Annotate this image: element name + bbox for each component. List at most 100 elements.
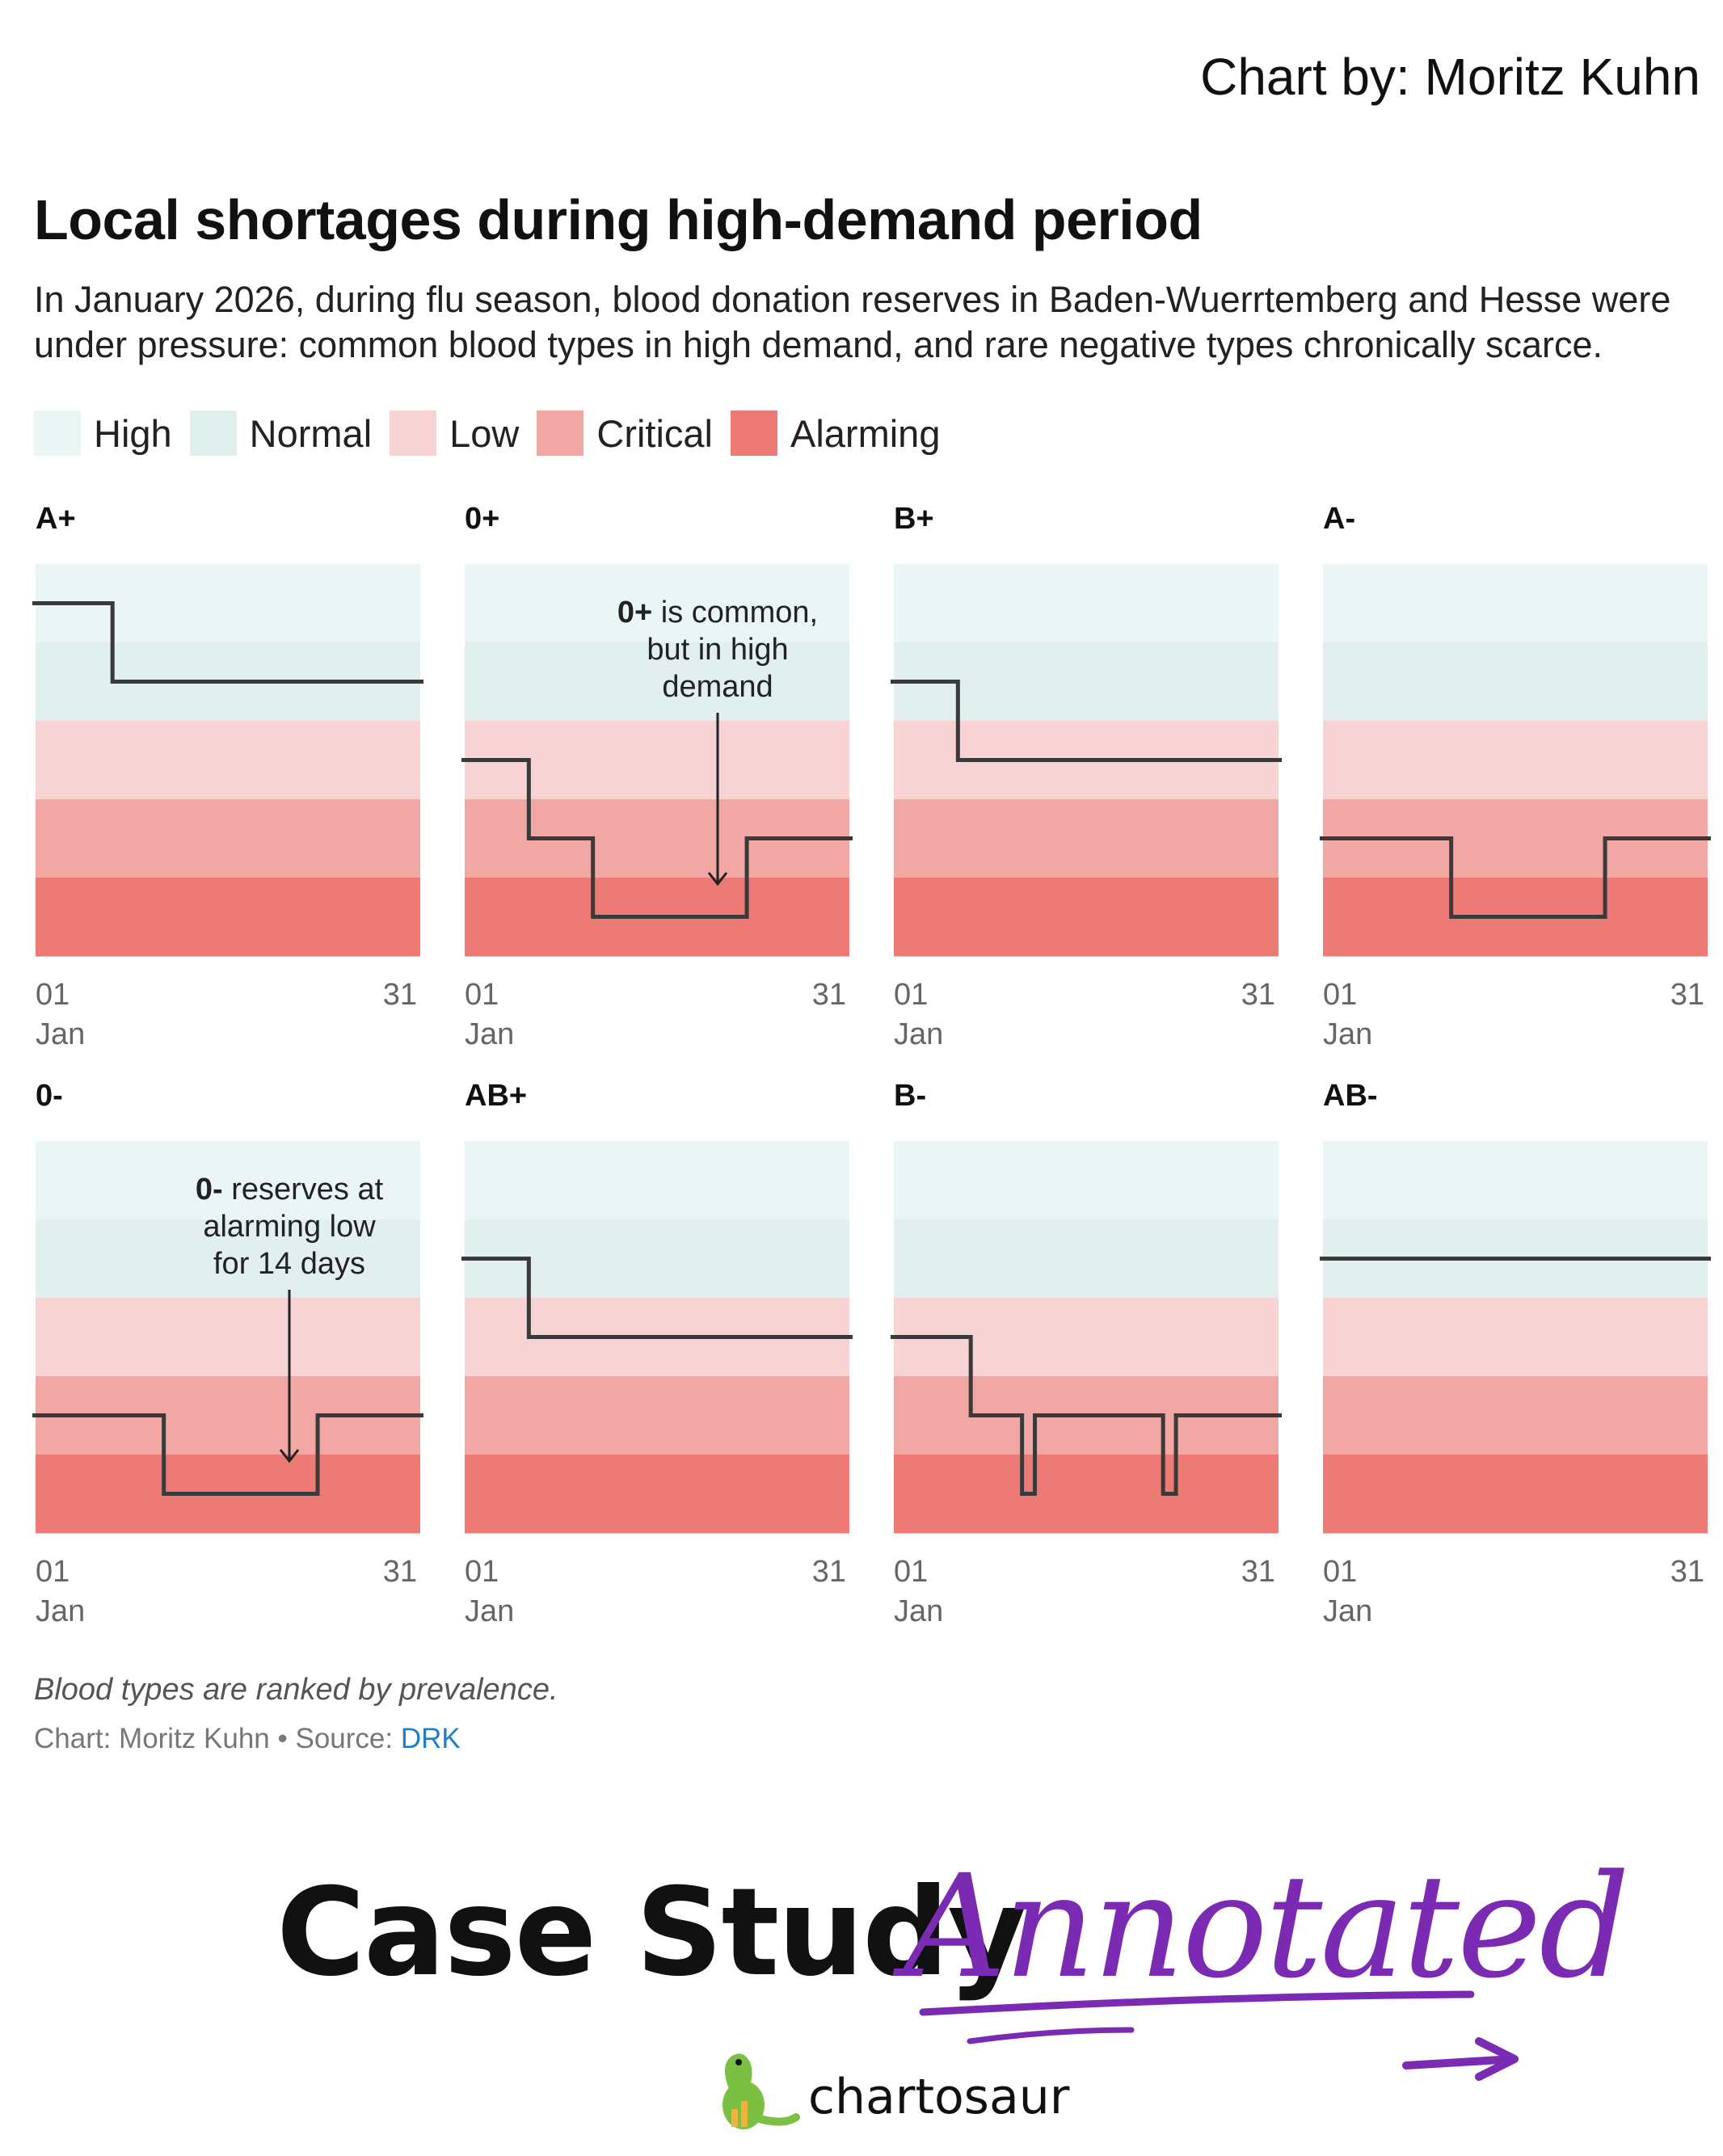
annotation-text: demand bbox=[662, 670, 773, 704]
annotation-rest: is common, bbox=[661, 596, 818, 630]
legend-swatch bbox=[390, 411, 437, 456]
level-band-high bbox=[894, 564, 1279, 643]
level-band-normal bbox=[894, 1219, 1279, 1299]
legend-swatch bbox=[731, 411, 777, 456]
level-band-alarming bbox=[894, 1455, 1279, 1534]
source-link[interactable]: DRK bbox=[400, 1723, 461, 1754]
x-tick-end: 31 bbox=[1670, 1555, 1704, 1589]
x-tick-start: 01 bbox=[894, 978, 928, 1012]
annotation-arrow-head-icon bbox=[279, 1449, 300, 1463]
legend: High Normal Low Critical Alarming bbox=[34, 411, 958, 456]
legend-item-normal: Normal bbox=[189, 411, 373, 456]
level-band-critical bbox=[465, 1376, 849, 1455]
legend-label: Normal bbox=[249, 411, 373, 455]
level-band-low bbox=[36, 721, 420, 800]
reserve-step-line bbox=[32, 601, 423, 684]
annotation-text: 0+ is common, bbox=[617, 596, 818, 630]
x-tick-start: 01 bbox=[465, 978, 499, 1012]
legend-swatch bbox=[189, 411, 237, 456]
panel-title: A+ bbox=[36, 502, 76, 536]
level-band-critical bbox=[36, 799, 420, 878]
subtitle: In January 2026, during flu season, bloo… bbox=[34, 279, 1671, 365]
level-band-normal bbox=[36, 1219, 420, 1299]
level-band-high bbox=[1323, 1141, 1708, 1220]
level-band-alarming bbox=[894, 878, 1279, 957]
level-band-alarming bbox=[465, 1455, 849, 1534]
legend-item-high: High bbox=[34, 411, 172, 456]
legend-swatch bbox=[537, 411, 584, 456]
annotation-text: 0- reserves at bbox=[196, 1173, 384, 1206]
annotation-bold: 0+ bbox=[617, 596, 661, 630]
x-tick-end: 31 bbox=[1241, 1555, 1275, 1589]
panel-title: 0+ bbox=[465, 502, 499, 536]
legend-label: Critical bbox=[596, 411, 713, 455]
reserve-step-line bbox=[891, 680, 1282, 762]
x-tick-start: 01 bbox=[1323, 978, 1357, 1012]
reserve-step-line bbox=[1320, 836, 1711, 919]
footnote: Blood types are ranked by prevalence. bbox=[34, 1673, 558, 1707]
annotation-rest: reserves at bbox=[231, 1173, 383, 1206]
legend-item-alarming: Alarming bbox=[731, 411, 940, 456]
reserve-step-line bbox=[891, 1335, 1282, 1496]
panel-title: AB- bbox=[1323, 1079, 1378, 1113]
x-tick-start-sublabel: Jan bbox=[465, 1594, 514, 1628]
level-band-low bbox=[1323, 721, 1708, 800]
level-band-low bbox=[36, 1298, 420, 1377]
x-tick-start-sublabel: Jan bbox=[894, 1017, 943, 1051]
x-tick-end: 31 bbox=[1241, 978, 1275, 1012]
x-tick-start-sublabel: Jan bbox=[36, 1594, 85, 1628]
banner-case-study: Case Study bbox=[276, 1863, 1026, 2003]
panel-title: B- bbox=[894, 1079, 926, 1113]
level-band-alarming bbox=[36, 878, 420, 957]
x-tick-end: 31 bbox=[383, 978, 417, 1012]
page-title: Local shortages during high-demand perio… bbox=[34, 188, 1203, 251]
reserve-step-line bbox=[461, 1257, 853, 1339]
level-band-normal bbox=[465, 642, 849, 722]
byline: Chart by: Moritz Kuhn bbox=[1200, 48, 1700, 106]
credit-prefix: Chart: Moritz Kuhn • Source: bbox=[34, 1723, 401, 1754]
level-band-high bbox=[465, 564, 849, 643]
legend-swatch bbox=[34, 411, 81, 456]
x-tick-start-sublabel: Jan bbox=[894, 1594, 943, 1628]
legend-item-critical: Critical bbox=[537, 411, 713, 456]
legend-label: High bbox=[94, 411, 172, 455]
x-tick-end: 31 bbox=[1670, 978, 1704, 1012]
level-band-critical bbox=[1323, 1376, 1708, 1455]
x-tick-end: 31 bbox=[812, 1555, 846, 1589]
level-band-low bbox=[1323, 1298, 1708, 1377]
reserve-step-line bbox=[461, 758, 853, 919]
banner-annotated: Annotated bbox=[904, 1844, 1630, 2010]
annotation-arrow-head-icon bbox=[707, 872, 728, 886]
level-band-critical bbox=[894, 799, 1279, 878]
x-tick-start: 01 bbox=[1323, 1555, 1357, 1589]
x-tick-start-sublabel: Jan bbox=[465, 1017, 514, 1051]
credit-line: Chart: Moritz Kuhn • Source: DRK bbox=[34, 1723, 461, 1755]
annotation-bold: 0- bbox=[196, 1173, 231, 1206]
legend-label: Alarming bbox=[790, 411, 941, 455]
x-tick-end: 31 bbox=[812, 978, 846, 1012]
panel-title: AB+ bbox=[465, 1079, 527, 1113]
x-tick-start: 01 bbox=[894, 1555, 928, 1589]
panel-title: 0- bbox=[36, 1079, 63, 1113]
level-band-high bbox=[1323, 564, 1708, 643]
legend-item-low: Low bbox=[390, 411, 519, 456]
level-band-normal bbox=[1323, 642, 1708, 722]
level-band-high bbox=[894, 1141, 1279, 1220]
level-band-high bbox=[36, 1141, 420, 1220]
x-tick-start: 01 bbox=[36, 978, 70, 1012]
x-tick-start-sublabel: Jan bbox=[36, 1017, 85, 1051]
x-tick-end: 31 bbox=[383, 1555, 417, 1589]
legend-label: Low bbox=[449, 411, 520, 455]
level-band-high bbox=[465, 1141, 849, 1220]
annotation-text: for 14 days bbox=[213, 1247, 365, 1281]
panel-title: A- bbox=[1323, 502, 1355, 536]
annotation-text: alarming low bbox=[203, 1210, 376, 1244]
level-band-alarming bbox=[1323, 1455, 1708, 1534]
x-tick-start-sublabel: Jan bbox=[1323, 1594, 1372, 1628]
x-tick-start: 01 bbox=[465, 1555, 499, 1589]
annotation-text: but in high bbox=[647, 633, 788, 667]
x-tick-start-sublabel: Jan bbox=[1323, 1017, 1372, 1051]
brand-name: chartosaur bbox=[808, 2069, 1070, 2125]
panel-title: B+ bbox=[894, 502, 934, 536]
